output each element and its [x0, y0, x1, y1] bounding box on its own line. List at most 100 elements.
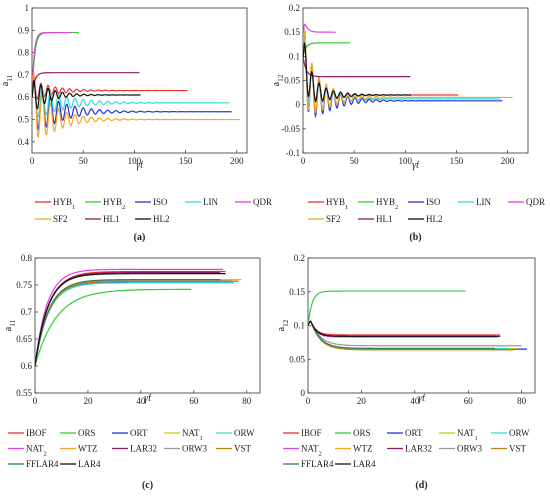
legend-entry-ors: ORS — [78, 428, 96, 438]
panel-label: (b) — [409, 232, 421, 243]
x-tick-label: 0 — [33, 396, 38, 406]
plot-area — [302, 7, 529, 154]
legend-entry-sf2: SF2 — [326, 214, 341, 224]
series-line-nat2 — [308, 320, 498, 338]
x-tick-label: 20 — [83, 396, 93, 406]
y-tick-label: 0.8 — [18, 48, 30, 58]
y-tick-label: 0.9 — [18, 25, 30, 35]
legend-entry-orw3: ORW3 — [457, 444, 483, 454]
y-tick-label: 0.5 — [18, 115, 30, 125]
x-tick-label: 100 — [399, 156, 413, 166]
legend-entry-hyb1: HYB1 — [53, 197, 75, 211]
series-line-hl1 — [32, 72, 140, 98]
legend-entry-hyb1: HYB1 — [326, 197, 348, 211]
legend-entry-lar4: LAR4 — [353, 459, 376, 469]
x-tick-label: 20 — [357, 396, 367, 406]
y-tick-label: 0.2 — [289, 3, 300, 13]
x-axis-label: γ̇t — [412, 160, 419, 171]
series-line-ort — [308, 320, 527, 350]
series-line-orw3 — [308, 320, 522, 347]
y-tick-label: 0.1 — [294, 321, 305, 331]
legend-entry-vst: VST — [234, 444, 252, 454]
y-tick-label: 0.15 — [284, 27, 300, 37]
legend-entry-fflar4: FFLAR4 — [26, 459, 59, 469]
x-tick-label: 60 — [464, 396, 474, 406]
legend-entry-lin: LIN — [203, 197, 218, 207]
legend-entry-orw3: ORW3 — [182, 444, 208, 454]
series-line-lin — [32, 78, 230, 118]
series-line-iso — [32, 72, 232, 131]
legend-entry-hl2: HL2 — [153, 214, 170, 224]
legend-entry-lin: LIN — [476, 197, 491, 207]
x-tick-label: 200 — [501, 156, 515, 166]
panel-label: (a) — [134, 232, 146, 243]
x-axis-label: γ̇t — [144, 393, 151, 404]
legend-entry-ibof: IBOF — [26, 428, 47, 438]
legend-entry-nat1: NAT1 — [182, 428, 203, 442]
x-tick-label: 50 — [79, 156, 89, 166]
legend-entry-orw: ORW — [509, 428, 530, 438]
series-line-sf2 — [303, 30, 513, 114]
series-line-hl1 — [303, 56, 411, 78]
x-tick-label: 50 — [350, 156, 360, 166]
legend-entry-ort: ORT — [405, 428, 423, 438]
legend-entry-ibof: IBOF — [301, 428, 322, 438]
x-tick-label: 150 — [450, 156, 464, 166]
y-tick-label: 1 — [25, 3, 30, 13]
y-tick-label: 0.6 — [18, 92, 30, 102]
x-tick-label: 150 — [179, 156, 193, 166]
series-line-hl2 — [303, 42, 412, 102]
legend-entry-lar32: LAR32 — [130, 444, 157, 454]
series-line-hl2 — [32, 79, 141, 110]
series-line-fflar4 — [35, 279, 221, 367]
y-tick-label: 0.4 — [18, 137, 30, 147]
series-line-fflar4 — [308, 320, 495, 350]
series-line-nat2 — [35, 268, 223, 367]
x-tick-label: 60 — [189, 396, 199, 406]
y-tick-label: 0.75 — [16, 280, 32, 290]
x-axis-label: γ̇t — [418, 393, 425, 404]
y-axis-label: a12 — [276, 319, 290, 331]
legend-entry-qdr: QDR — [253, 197, 272, 207]
y-tick-label: -0.1 — [286, 148, 300, 158]
series-line-sf2 — [32, 72, 240, 139]
y-tick-label: -0.05 — [281, 124, 300, 134]
legend-entry-nat2: NAT2 — [301, 444, 322, 458]
y-tick-label: 0.55 — [16, 388, 32, 398]
y-tick-label: 0.1 — [289, 51, 300, 61]
plot-area — [307, 257, 536, 394]
legend-entry-wtz: WTZ — [353, 444, 373, 454]
legend-entry-lar4: LAR4 — [78, 459, 101, 469]
legend-entry-wtz: WTZ — [78, 444, 98, 454]
x-tick-label: 0 — [306, 396, 311, 406]
legend: HYB1 HYB2 ISO LIN QDR SF2 HL1 HL2 — [35, 197, 272, 224]
legend-entry-sf2: SF2 — [53, 214, 68, 224]
x-tick-label: 200 — [230, 156, 244, 166]
series-line-ors — [35, 288, 192, 367]
y-axis-label: a11 — [3, 319, 17, 331]
x-tick-label: 80 — [517, 396, 527, 406]
chart-panel-2: 0 50 100 150 200 -0.1 -0.05 0 0.05 0.1 0.15 0.2 a12 γ… — [271, 3, 545, 243]
y-tick-label: 0.05 — [284, 76, 300, 86]
legend: IBOF ORS ORT NAT1 ORW NAT2 WTZ LAR32 ORW3 VST FFLA… — [283, 428, 530, 469]
legend-entry-hyb2: HYB2 — [103, 197, 125, 211]
legend-entry-hl1: HL1 — [103, 214, 120, 224]
y-tick-label: 0 — [301, 388, 306, 398]
legend-entry-hyb2: HYB2 — [376, 197, 398, 211]
chart-panel-1: 0 50 100 150 200 0.4 0.5 0.6 0.7 0.8 0.9 1 a11 γ̇t HYB… — [0, 3, 272, 243]
series-line-lar32 — [35, 271, 221, 367]
legend-entry-iso: ISO — [153, 197, 168, 207]
y-tick-label: 0.7 — [18, 70, 30, 80]
series-line-ibof — [308, 320, 501, 336]
legend-entry-nat2: NAT2 — [26, 444, 47, 458]
x-axis-label: γ̇t — [136, 160, 143, 171]
legend-entry-hl1: HL1 — [376, 214, 393, 224]
panel-label: (d) — [415, 480, 427, 491]
y-tick-label: 0.05 — [289, 354, 305, 364]
plot-area — [31, 7, 248, 154]
y-tick-label: 0.15 — [289, 287, 305, 297]
series-line-vst — [308, 320, 514, 351]
y-axis-label: a11 — [0, 74, 14, 86]
legend: HYB1 HYB2 ISO LIN QDR SF2 HL1 HL2 — [308, 197, 545, 224]
